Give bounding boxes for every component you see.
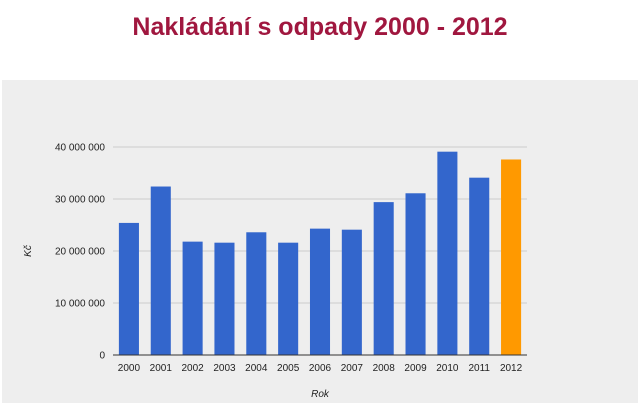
- bar-2005: [278, 242, 299, 355]
- bar-2006: [309, 228, 331, 355]
- x-axis-title: Rok: [311, 389, 330, 400]
- x-tick-label: 2000: [118, 363, 141, 374]
- y-tick-label: 40 000 000: [55, 143, 105, 154]
- bar-2007: [341, 229, 362, 355]
- x-tick-label: 2005: [277, 363, 300, 374]
- bar-2004: [246, 232, 267, 355]
- x-tick-label: 2009: [404, 363, 427, 374]
- x-axis-ticks: 2000 2001 2002 2003 2004 2005 2006 2007 2008 2009…: [118, 363, 523, 374]
- bar-2003: [214, 242, 235, 355]
- bar-2009: [405, 193, 426, 355]
- x-tick-label: 2002: [181, 363, 204, 374]
- x-tick-label: 2007: [341, 363, 364, 374]
- x-tick-label: 2001: [150, 363, 173, 374]
- x-tick-label: 2010: [436, 363, 459, 374]
- y-tick-label: 30 000 000: [55, 195, 105, 206]
- bar-2012: [501, 159, 522, 355]
- x-tick-label: 2011: [468, 363, 490, 374]
- x-tick-label: 2004: [245, 363, 268, 374]
- page-title: Nakládání s odpady 2000 - 2012: [132, 13, 508, 41]
- bar-2011: [469, 177, 490, 355]
- x-tick-label: 2003: [213, 363, 236, 374]
- y-tick-label: 0: [99, 351, 105, 362]
- x-tick-label: 2006: [309, 363, 332, 374]
- x-tick-label: 2012: [500, 363, 523, 374]
- y-tick-label: 10 000 000: [55, 299, 105, 310]
- y-tick-label: 20 000 000: [55, 247, 105, 258]
- bar-2002: [182, 241, 203, 355]
- bar-2010: [437, 151, 458, 355]
- bars: [118, 151, 522, 355]
- y-axis-title: Kč: [23, 245, 34, 257]
- y-axis-ticks: 0 10 000 000 20 000 000 30 000 000 40 000 00…: [55, 143, 106, 362]
- bar-2008: [373, 202, 394, 355]
- x-tick-label: 2008: [373, 363, 396, 374]
- bar-2000: [118, 222, 139, 355]
- bar-2001: [150, 186, 171, 355]
